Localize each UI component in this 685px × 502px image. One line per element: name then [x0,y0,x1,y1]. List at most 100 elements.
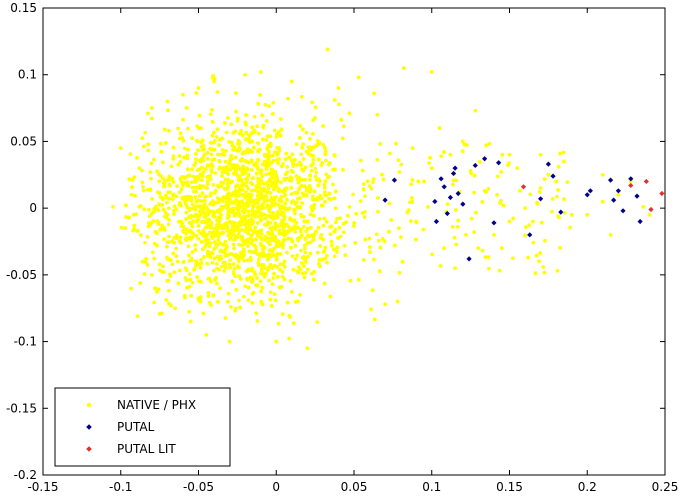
point [280,231,285,236]
point [289,158,294,163]
point [600,172,605,177]
point [190,167,194,172]
point [263,194,268,198]
point [286,96,290,101]
point [311,205,316,210]
point [272,292,277,296]
point [409,195,414,200]
point [181,117,185,122]
point [234,163,239,168]
point [180,195,185,200]
point [218,216,223,220]
point [500,152,505,157]
point [204,242,208,247]
point [240,158,245,163]
point [210,164,215,169]
point [219,212,223,217]
point [526,255,531,260]
point [332,247,336,252]
point [200,147,205,152]
point [280,274,285,279]
point [290,254,295,259]
point [218,198,222,203]
point [182,155,187,160]
point [341,124,346,129]
point [277,148,282,153]
point [197,194,202,198]
point [219,264,224,269]
point [271,171,276,176]
point [296,187,301,192]
point [256,131,261,136]
point [332,229,337,234]
point [259,299,264,304]
point [256,101,261,106]
point [537,259,541,264]
point [196,86,201,90]
point [275,157,280,162]
point [225,206,230,211]
point [264,138,269,142]
point [209,303,213,307]
point [492,232,496,237]
point [303,165,308,170]
point [193,247,198,252]
point [332,254,337,259]
point [211,212,216,217]
point [272,234,277,239]
point [214,276,218,280]
point [285,250,289,255]
point [235,183,240,188]
point [144,256,149,261]
point [267,242,272,247]
point [190,250,195,254]
point [472,230,477,234]
point [131,228,136,233]
point [345,213,350,218]
point [257,192,262,196]
point [267,278,271,283]
point [158,195,163,200]
point [429,70,434,74]
point [164,215,169,220]
point [628,176,634,182]
point [456,218,461,223]
point [455,190,461,197]
point [282,264,287,269]
point [220,170,225,175]
point [302,275,307,280]
point [241,181,245,185]
point [162,228,167,232]
y-tick-label: 0 [29,201,37,215]
point [309,163,314,168]
point [140,168,144,173]
point [196,198,201,203]
point [296,270,301,275]
point [371,177,376,181]
point [455,224,460,229]
point [255,197,259,202]
point [225,245,229,250]
point [250,188,254,193]
point [314,178,319,182]
point [300,145,305,150]
point [159,269,164,274]
point [171,156,176,161]
point [187,253,191,258]
point [208,255,213,260]
point [209,167,214,172]
point [202,152,207,157]
point [200,156,204,161]
point [299,261,304,265]
point [249,241,254,246]
point [160,160,165,165]
point [262,198,267,203]
point [312,189,317,194]
point [487,141,492,146]
point [510,256,515,261]
point [198,172,203,177]
point [323,245,328,250]
point [306,151,311,156]
point [148,170,153,175]
point [127,177,132,182]
